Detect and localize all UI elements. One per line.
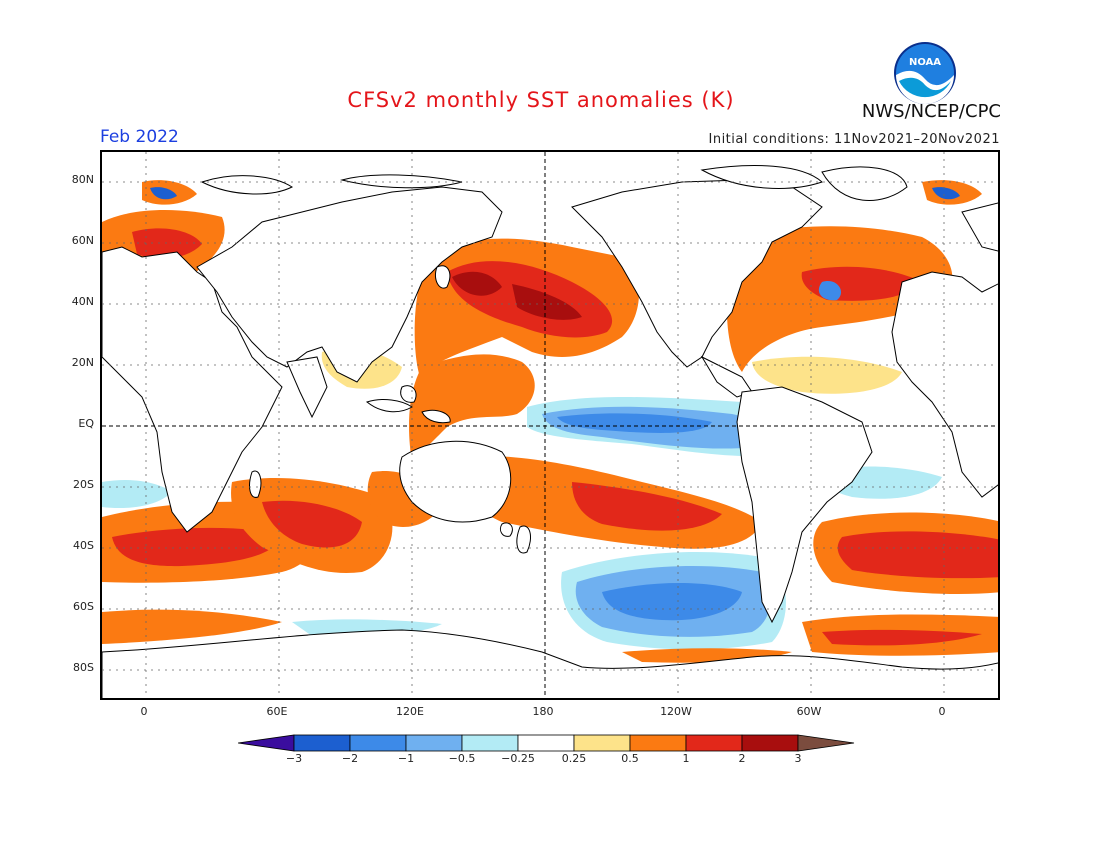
lat-label-20s: 20S [73,478,94,491]
lon-label-60e: 60E [266,705,288,718]
colorbar-tick-label: 0.5 [621,752,639,765]
lon-label-120e: 120E [396,705,424,718]
equator-dateline [102,152,998,698]
map-svg [102,152,998,698]
colorbar-tick-label: 2 [738,752,746,765]
colorbar-segment [293,734,351,752]
colorbar-tick-label: 3 [794,752,802,765]
lat-label-eq: EQ [78,417,94,430]
colorbar-segment [405,734,463,752]
forecast-month: Feb 2022 [100,127,179,147]
lat-label-60n: 60N [71,234,94,247]
lat-label-80s: 80S [73,661,94,674]
colorbar-tick-label: 0.25 [561,752,587,765]
colorbar-segment [741,734,799,752]
colorbar-segment [517,734,575,752]
lon-label-120w: 120W [660,705,692,718]
lat-label-80n: 80N [71,173,94,186]
lon-label-60w: 60W [796,705,822,718]
lon-label-0: 0 [140,705,148,718]
colorbar-segment [461,734,519,752]
initial-conditions: Initial conditions: 11Nov2021–20Nov2021 [708,132,1000,147]
lat-label-20n: 20N [71,356,94,369]
grid [102,152,998,698]
noaa-logo-icon: NOAA [894,42,956,104]
colorbar-segment [629,734,687,752]
lon-label-0-right: 0 [938,705,946,718]
continents [102,165,998,698]
organization-label: NWS/NCEP/CPC [861,101,1001,122]
colorbar-tick-label: −2 [341,752,359,765]
lat-label-40s: 40S [73,539,94,552]
colorbar-arrow-high [797,734,855,752]
colorbar [238,734,855,752]
colorbar-arrow-low [238,734,295,752]
lat-label-60s: 60S [73,600,94,613]
colorbar-tick-label: 1 [682,752,690,765]
lat-label-40n: 40N [71,295,94,308]
colorbar-tick-label: −3 [285,752,303,765]
colorbar-segment [349,734,407,752]
colorbar-segment [573,734,631,752]
colorbar-tick-label: −1 [397,752,415,765]
colorbar-tick-label: −0.5 [448,752,476,765]
anomaly-fields [102,180,998,664]
colorbar-tick-label: −0.25 [501,752,535,765]
lon-label-180: 180 [532,705,554,718]
svg-text:NOAA: NOAA [909,57,941,68]
sst-anomaly-map [100,150,1000,700]
colorbar-segment [685,734,743,752]
plot-title: CFSv2 monthly SST anomalies (K) [347,88,735,112]
